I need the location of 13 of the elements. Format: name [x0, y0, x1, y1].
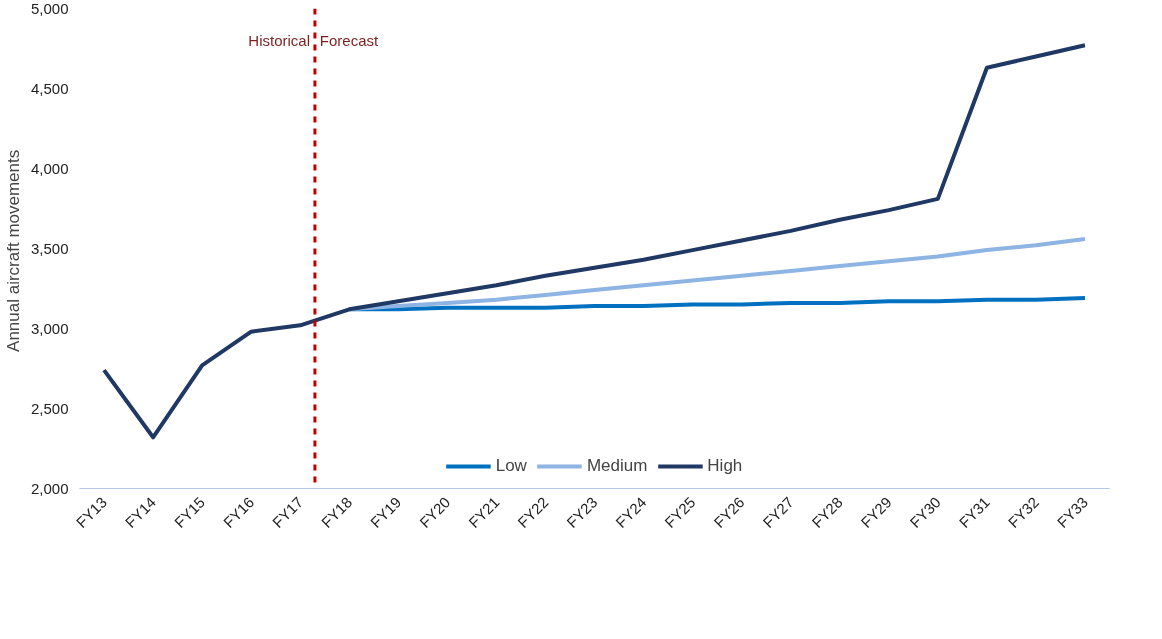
- annotation: Forecast: [319, 32, 380, 50]
- y-tick-label: 3,500: [30, 239, 69, 257]
- y-tick-label: 2,000: [30, 479, 69, 497]
- y-axis-title: Annual aircraft movements: [3, 149, 23, 352]
- y-tick-label: 3,000: [30, 319, 69, 337]
- legend-label: Low: [495, 456, 527, 476]
- y-tick-label: 2,500: [30, 399, 69, 417]
- legend-label: High: [707, 456, 743, 476]
- y-tick-label: 5,000: [30, 0, 69, 17]
- y-tick-label: 4,500: [30, 79, 69, 97]
- legend-label: Medium: [586, 456, 648, 476]
- annotation: Historical: [248, 32, 311, 50]
- y-tick-label: 4,000: [30, 159, 69, 177]
